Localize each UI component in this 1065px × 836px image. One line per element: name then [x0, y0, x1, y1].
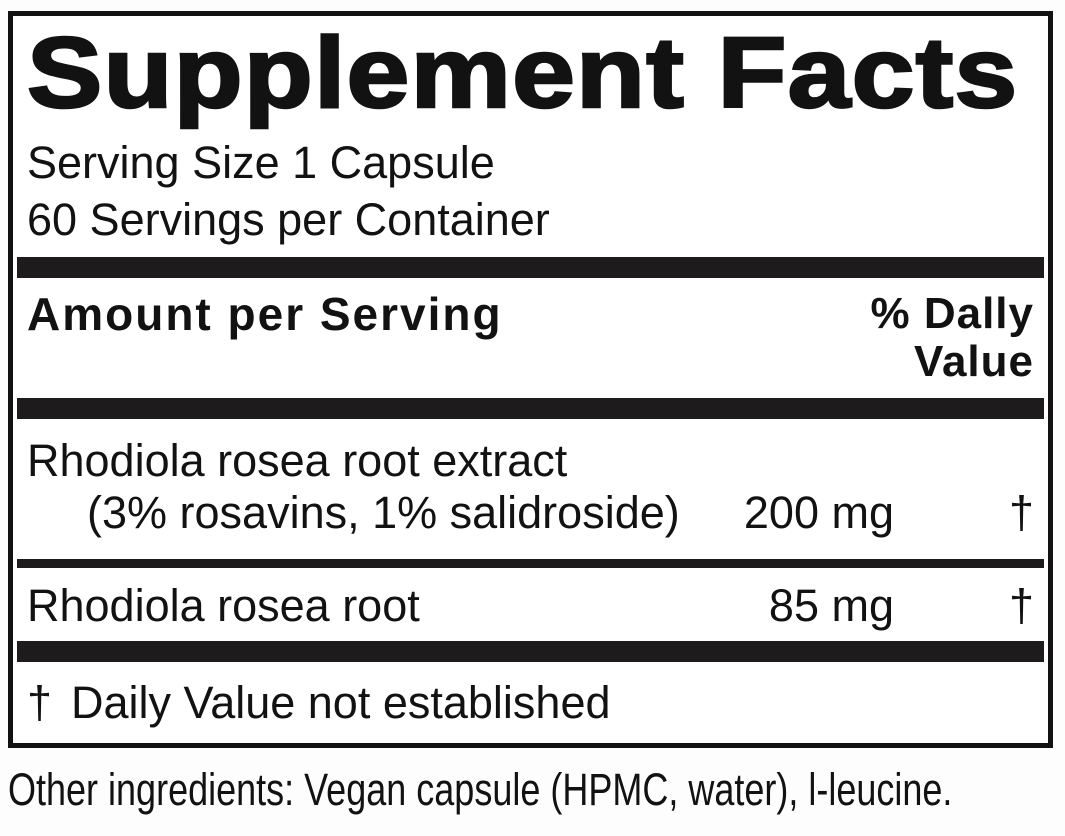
- supplement-label-page: Supplement Facts Serving Size 1 Capsule …: [0, 11, 1065, 836]
- dagger-symbol: †: [27, 677, 53, 728]
- ingredient-amount: 85 mg: [768, 580, 894, 631]
- divider-bar-thick: [17, 398, 1044, 419]
- ingredient-row: Rhodiola rosea root 85 mg †: [27, 580, 1034, 632]
- percent-daily-value-line1: % Dally: [870, 289, 1034, 338]
- amount-per-serving-header: Amount per Serving: [27, 288, 503, 340]
- divider-bar-medium: [17, 559, 1044, 568]
- servings-per-container-text: 60 Servings per Container: [27, 194, 550, 245]
- ingredient-daily-value: †: [1008, 580, 1034, 631]
- divider-bar-thick: [17, 257, 1044, 278]
- panel-title-row: Supplement Facts: [13, 16, 1048, 129]
- serving-size-text: Serving Size 1 Capsule: [27, 137, 495, 188]
- other-ingredients-row: Other ingredients: Vegan capsule (HPMC, …: [8, 765, 1065, 815]
- percent-daily-value-header: % Dally Value: [870, 290, 1034, 386]
- footnote-text: Daily Value not established: [71, 677, 611, 728]
- ingredient-amount: 200 mg: [743, 487, 894, 538]
- percent-daily-value-line2: Value: [914, 337, 1034, 386]
- daily-value-footnote: † Daily Value not established: [27, 677, 1034, 729]
- ingredient-name: Rhodiola rosea root: [27, 580, 420, 631]
- ingredient-name: Rhodiola rosea root extract: [27, 435, 568, 486]
- ingredient-detail-line: (3% rosavins, 1% salidroside) 200 mg †: [27, 487, 1034, 539]
- supplement-facts-panel: Supplement Facts Serving Size 1 Capsule …: [8, 11, 1053, 748]
- ingredient-row: Rhodiola rosea root extract (3% rosavins…: [27, 435, 1034, 539]
- ingredient-standardization: (3% rosavins, 1% salidroside): [87, 487, 680, 538]
- serving-info-block: Serving Size 1 Capsule 60 Servings per C…: [27, 134, 1034, 248]
- ingredient-daily-value: †: [1008, 487, 1034, 538]
- panel-title: Supplement Facts: [26, 17, 1019, 129]
- column-header-row: Amount per Serving % Dally Value: [27, 290, 1034, 386]
- other-ingredients-text: Other ingredients: Vegan capsule (HPMC, …: [8, 764, 953, 815]
- divider-bar-thick: [17, 641, 1044, 662]
